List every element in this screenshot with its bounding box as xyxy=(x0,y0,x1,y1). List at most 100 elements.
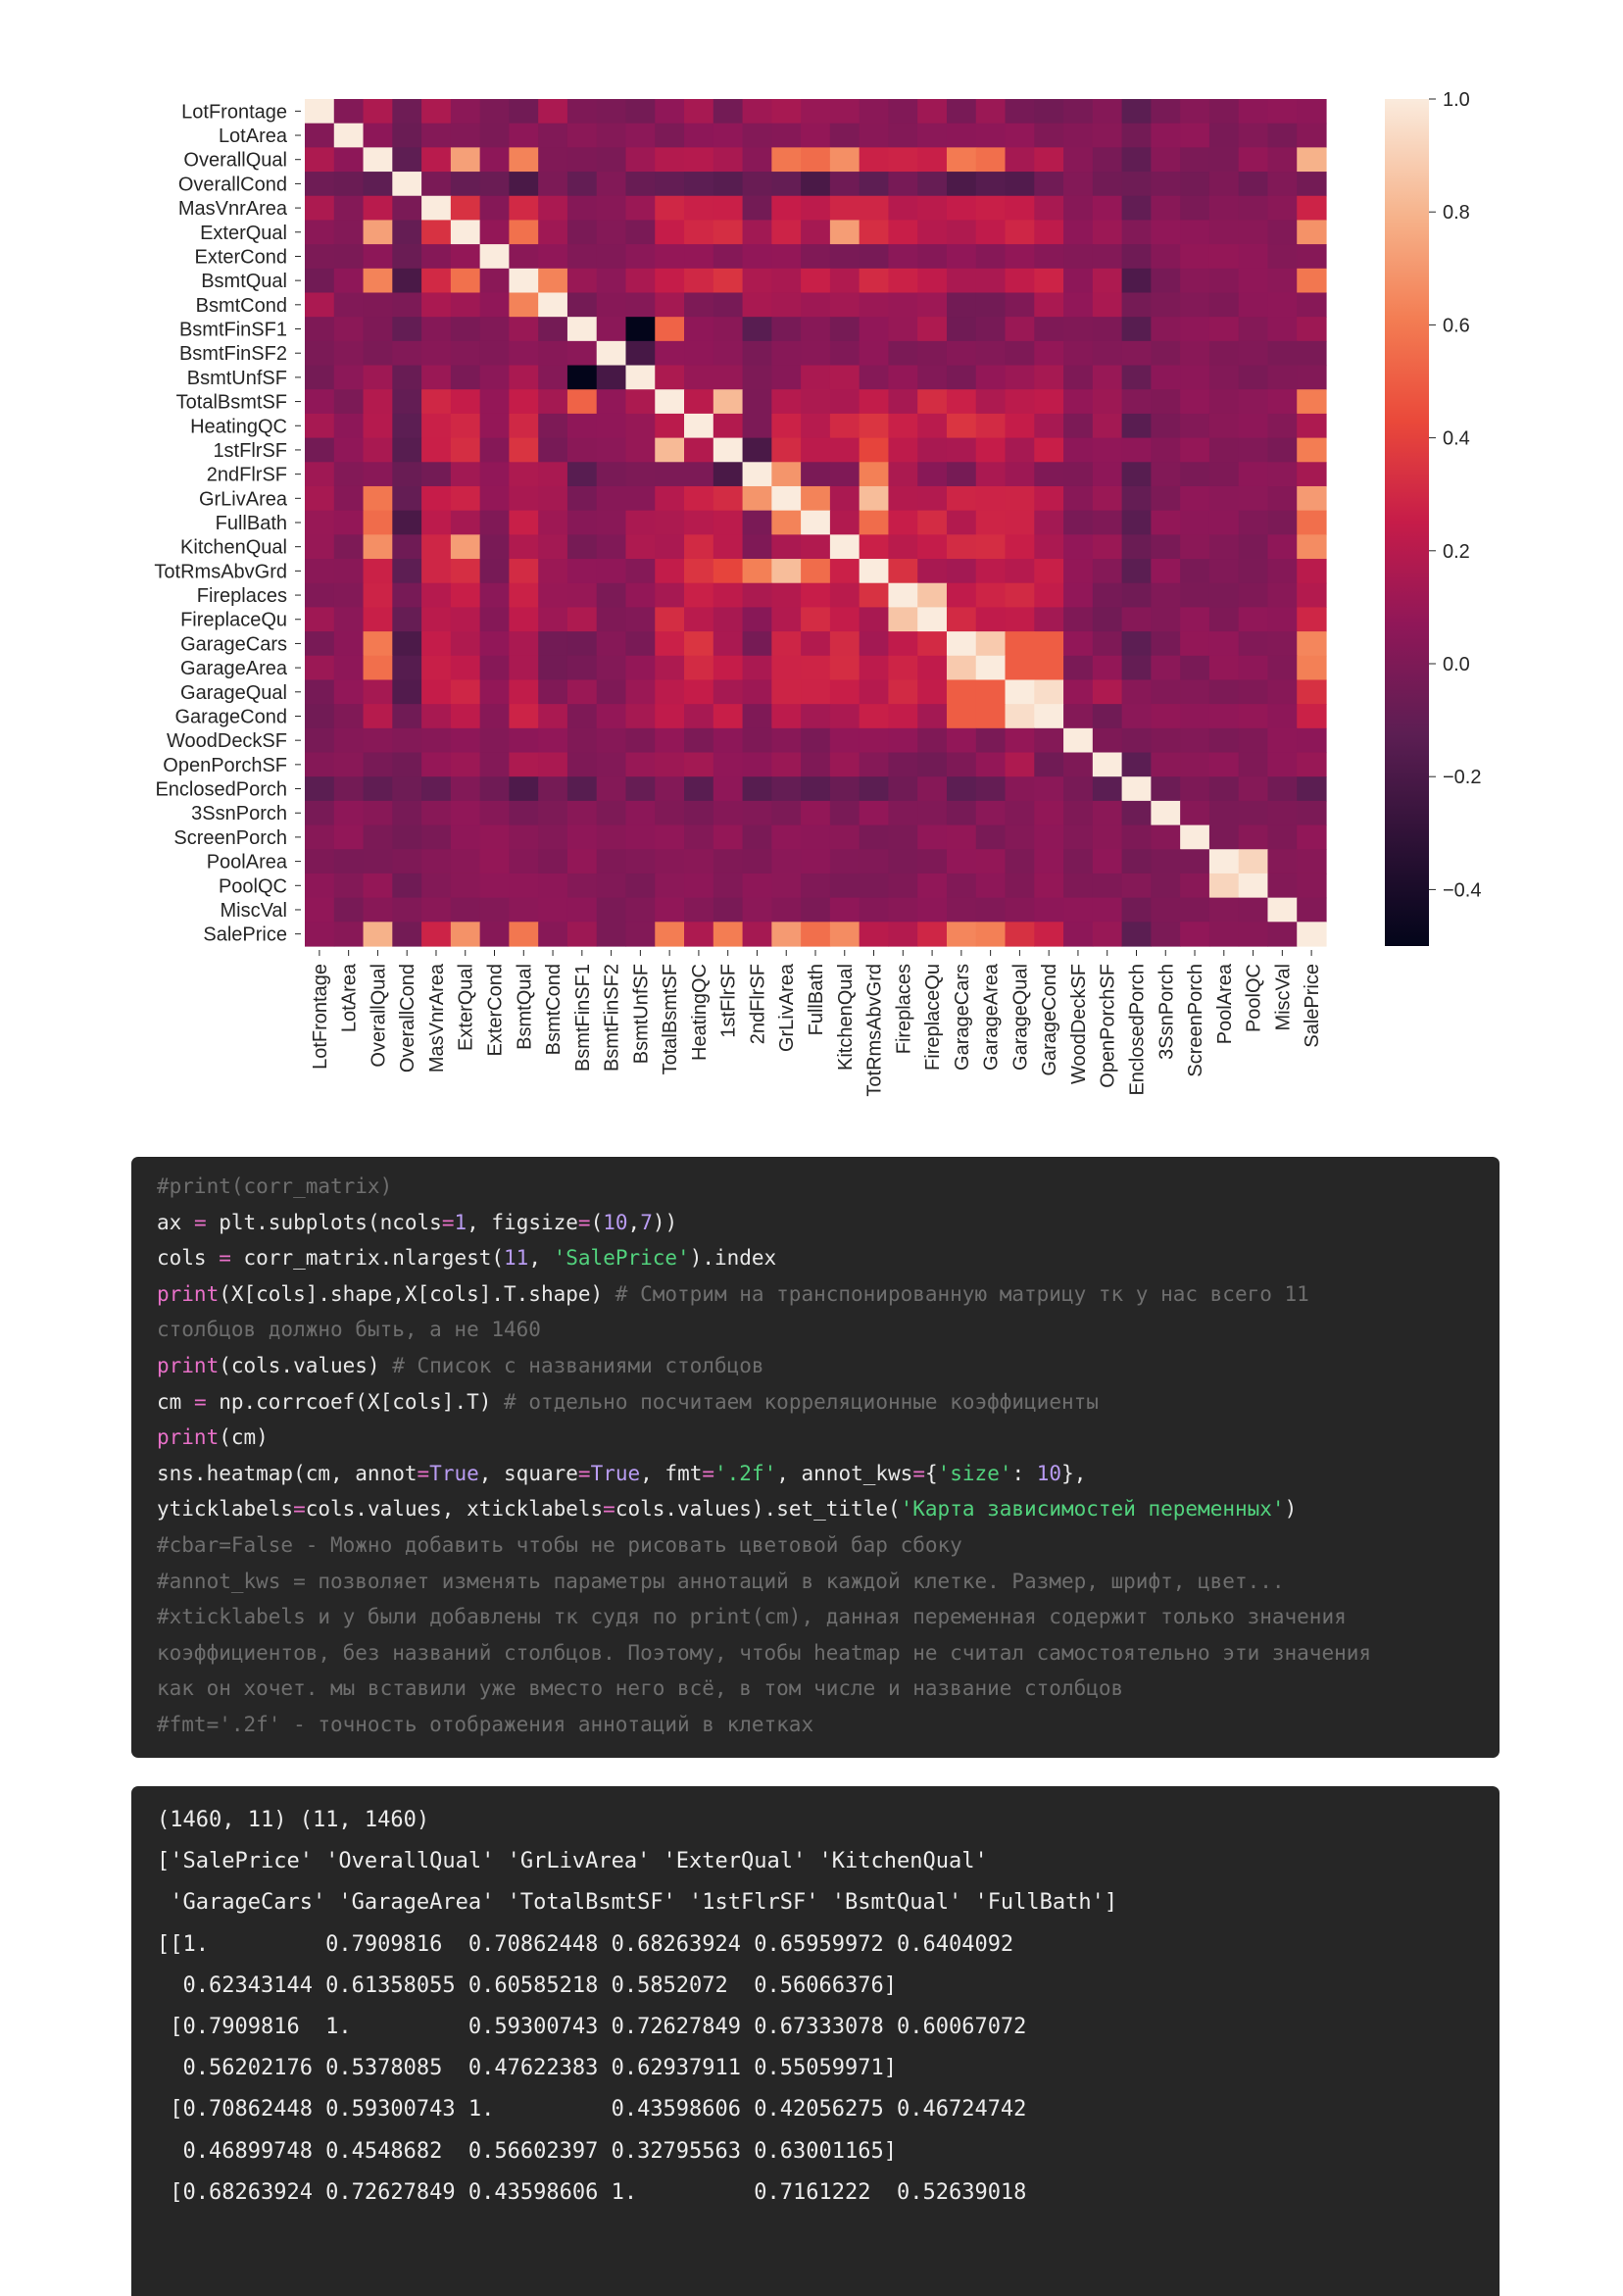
heatmap-cell xyxy=(888,389,918,415)
heatmap-cell xyxy=(801,679,831,705)
heatmap-cell xyxy=(305,897,335,923)
heatmap-cell xyxy=(392,922,422,947)
output-line: 0.62343144 0.61358055 0.60585218 0.58520… xyxy=(157,1972,897,1998)
code-cell[interactable]: #print(corr_matrix) ax = plt.subplots(nco… xyxy=(131,1157,1500,1758)
heatmap-cell xyxy=(917,897,948,923)
heatmap-cell xyxy=(363,922,393,947)
heatmap-cell xyxy=(684,534,714,560)
code-token: 10 xyxy=(603,1210,628,1234)
heatmap-cell xyxy=(1267,873,1298,899)
code-token: 'size' xyxy=(937,1461,1012,1485)
heatmap-cell xyxy=(946,244,977,270)
heatmap-cell xyxy=(1151,123,1181,148)
heatmap-cell xyxy=(1005,365,1035,390)
heatmap-cell xyxy=(1238,123,1269,148)
heatmap-cell xyxy=(1208,365,1240,390)
heatmap-cell xyxy=(975,99,1007,125)
heatmap-cell xyxy=(655,220,685,245)
heatmap-cell xyxy=(917,559,948,584)
heatmap-cell xyxy=(859,655,890,681)
heatmap-cell xyxy=(421,752,452,777)
heatmap-cell xyxy=(450,340,481,367)
heatmap-cell xyxy=(917,389,948,415)
heatmap-cell xyxy=(538,776,568,802)
heatmap-cell xyxy=(1005,413,1035,439)
heatmap-cell xyxy=(829,800,861,826)
heatmap-cell xyxy=(1208,897,1240,923)
heatmap-cell xyxy=(596,195,627,222)
code-token: = xyxy=(912,1461,925,1485)
heatmap-cell xyxy=(392,631,422,657)
heatmap-cell xyxy=(946,172,977,197)
heatmap-cell xyxy=(566,849,598,874)
heatmap-cell xyxy=(684,268,714,294)
heatmap-cell xyxy=(479,849,510,874)
heatmap-cell xyxy=(1151,873,1181,899)
heatmap-cell xyxy=(742,220,772,245)
heatmap-cell xyxy=(392,776,422,802)
heatmap-cell xyxy=(713,510,744,535)
y-tick-label: 3SsnPorch xyxy=(191,803,287,824)
heatmap-cell xyxy=(538,172,568,197)
heatmap-cell xyxy=(713,485,744,512)
heatmap-cell xyxy=(771,534,802,560)
heatmap-cell xyxy=(801,220,831,245)
heatmap-cell xyxy=(479,873,510,899)
heatmap-cell xyxy=(1267,413,1298,439)
heatmap-cell xyxy=(305,559,335,584)
heatmap-cell xyxy=(392,655,422,681)
heatmap-cell xyxy=(625,897,656,923)
heatmap-cell xyxy=(363,631,393,657)
heatmap-cell xyxy=(946,195,977,222)
x-tick-label: GarageCond xyxy=(1039,964,1060,1076)
heatmap-cell xyxy=(538,559,568,584)
heatmap-cell xyxy=(975,582,1007,608)
heatmap-cell xyxy=(1297,340,1327,367)
heatmap-cell xyxy=(975,317,1007,342)
x-tick-label: FireplaceQu xyxy=(922,964,944,1071)
heatmap-cell xyxy=(859,704,890,729)
heatmap-cell xyxy=(829,292,861,318)
heatmap-cell xyxy=(742,655,772,681)
heatmap-cell xyxy=(1063,655,1094,681)
heatmap-cell xyxy=(946,123,977,148)
heatmap-cell xyxy=(1092,655,1123,681)
heatmap-cell xyxy=(479,559,510,584)
heatmap-cell xyxy=(625,922,656,947)
heatmap-cell xyxy=(975,607,1007,632)
heatmap-cell xyxy=(1092,559,1123,584)
heatmap-cell xyxy=(975,897,1007,923)
heatmap-cell xyxy=(917,244,948,270)
heatmap-cell xyxy=(625,485,656,512)
heatmap-cell xyxy=(1208,752,1240,777)
heatmap-cell xyxy=(1267,727,1298,754)
heatmap-cell xyxy=(421,704,452,729)
heatmap-cell xyxy=(596,679,627,705)
output-line: 0.46899748 0.4548682 0.56602397 0.327955… xyxy=(157,2138,897,2164)
heatmap-cell xyxy=(713,365,744,390)
heatmap-cell xyxy=(1151,607,1181,632)
heatmap-cell xyxy=(1297,800,1327,826)
heatmap-cell xyxy=(888,220,918,245)
heatmap-cell xyxy=(742,727,772,754)
heatmap-cell xyxy=(655,727,685,754)
heatmap-cell xyxy=(392,534,422,560)
heatmap-cell xyxy=(1267,292,1298,318)
colorbar-tick-label: −0.4 xyxy=(1443,879,1481,901)
heatmap-cell xyxy=(1180,437,1210,463)
heatmap-cell xyxy=(1208,704,1240,729)
heatmap-cell xyxy=(684,849,714,874)
heatmap-cell xyxy=(742,147,772,173)
heatmap-cell xyxy=(1180,172,1210,197)
heatmap-cell xyxy=(801,172,831,197)
heatmap-cell xyxy=(684,727,714,754)
heatmap-cell xyxy=(1092,437,1123,463)
heatmap-cell xyxy=(1005,317,1035,342)
heatmap-cell xyxy=(1180,485,1210,512)
heatmap-cell xyxy=(1063,534,1094,560)
heatmap-cell xyxy=(596,220,627,245)
output-line: 'GarageCars' 'GarageArea' 'TotalBsmtSF' … xyxy=(157,1890,1118,1916)
heatmap-cell xyxy=(1238,365,1269,390)
heatmap-cell xyxy=(829,631,861,657)
heatmap-cell xyxy=(479,220,510,245)
